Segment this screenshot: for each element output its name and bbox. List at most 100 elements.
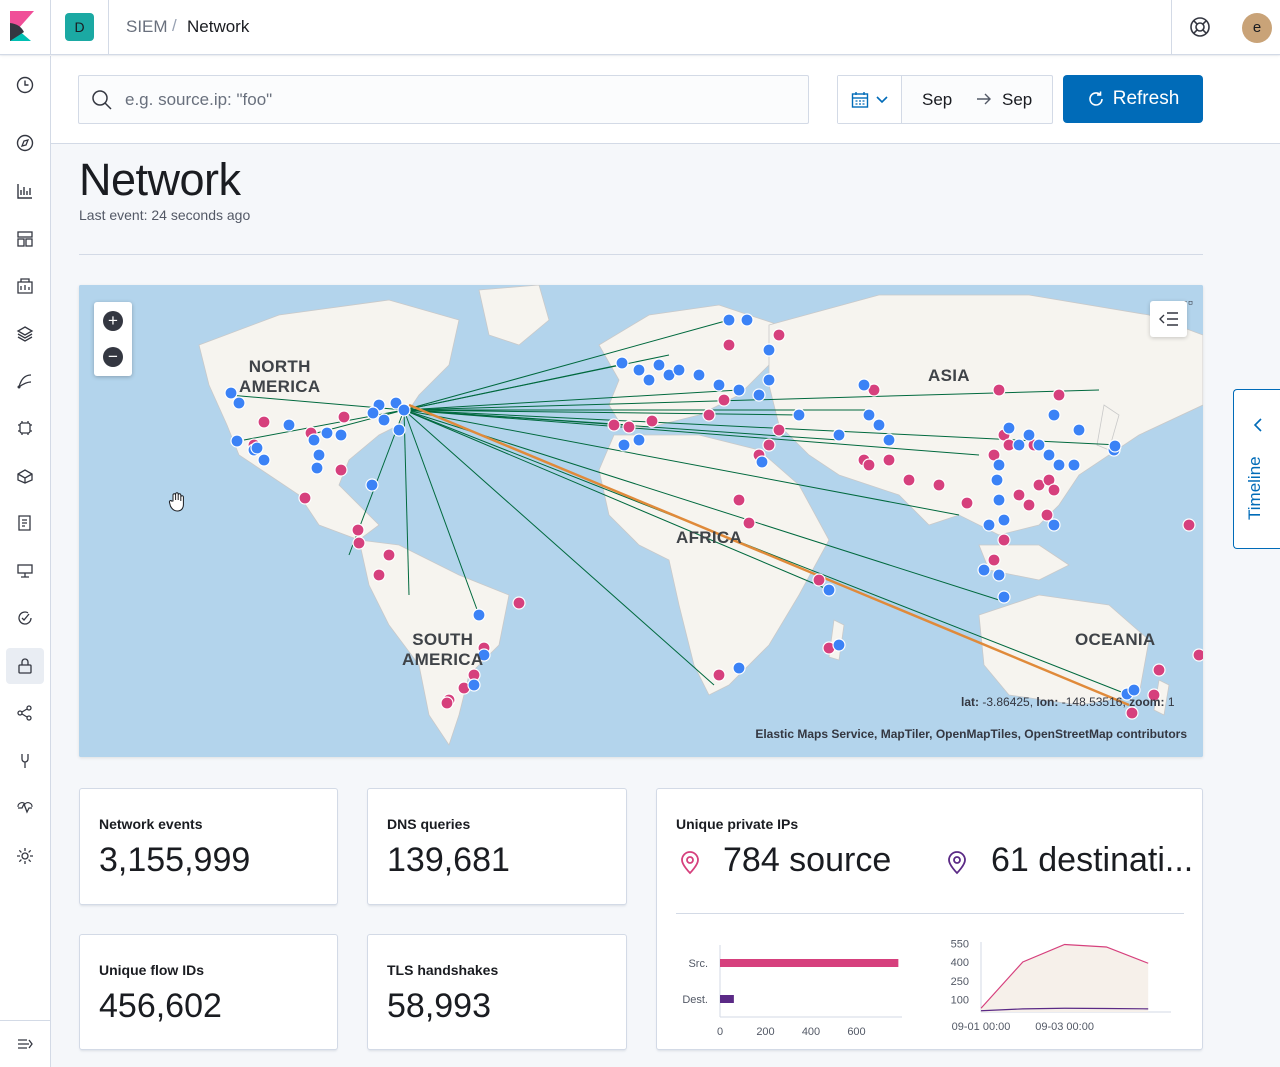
dev-tools-icon[interactable] (6, 743, 44, 779)
recently-viewed-clock-icon[interactable] (6, 67, 44, 103)
apm-icon[interactable] (6, 505, 44, 541)
source-point (812, 573, 826, 587)
divider (1171, 0, 1172, 55)
destination-point (752, 388, 766, 402)
breadcrumb-siem[interactable]: SIEM (126, 17, 168, 36)
search-input[interactable] (125, 76, 795, 123)
destination-point (320, 426, 334, 440)
destination-point (792, 408, 806, 422)
canvas-icon[interactable] (6, 268, 44, 304)
uptime-icon[interactable] (6, 553, 44, 589)
tls-handshakes-value: 58,993 (387, 987, 491, 1025)
breadcrumb-separator: / (172, 16, 177, 35)
destination-point (762, 343, 776, 357)
zoom-in-icon[interactable]: + (103, 311, 123, 331)
siem-lock-icon[interactable] (6, 648, 44, 684)
connection-line (403, 409, 715, 686)
destination-point (632, 433, 646, 447)
uptime-check-icon[interactable] (6, 600, 44, 636)
destination-point (312, 448, 326, 462)
map-attribution[interactable]: Elastic Maps Service, MapTiler, OpenMapT… (755, 727, 1187, 741)
collapse-menu-icon[interactable] (6, 1026, 44, 1062)
date-picker: Sep Sep (837, 75, 1053, 124)
timeline-label: Timeline (1245, 456, 1264, 520)
area-series-line (980, 943, 1149, 1009)
destination-point (310, 461, 324, 475)
dns-queries-panel: DNS queries 139,681 (367, 788, 627, 905)
zoom-out-icon[interactable]: − (103, 347, 123, 367)
destination-point (732, 383, 746, 397)
connection-line (403, 409, 630, 426)
destination-point (642, 373, 656, 387)
zoom-label: zoom: (1129, 695, 1165, 709)
source-ip-count: 784 source (723, 841, 892, 879)
source-point (987, 553, 1001, 567)
end-date[interactable]: Sep (1002, 90, 1033, 109)
destination-point (1127, 683, 1141, 697)
calendar-icon (851, 92, 869, 108)
layer-control-button[interactable] (1150, 301, 1187, 337)
breadcrumb-network: Network (187, 17, 250, 36)
refresh-button[interactable]: Refresh (1063, 75, 1203, 123)
destination-point (230, 434, 244, 448)
destination-point (397, 403, 411, 417)
source-point (992, 383, 1006, 397)
source-point (772, 328, 786, 342)
source-point (337, 410, 351, 424)
area-y-tick: 250 (951, 976, 969, 988)
connection-line (403, 409, 800, 416)
destination-point (857, 378, 871, 392)
destination-point (282, 418, 296, 432)
space-avatar[interactable]: D (65, 13, 94, 41)
search-field[interactable] (78, 75, 809, 124)
connection-line (403, 389, 740, 411)
start-date[interactable]: Sep (922, 90, 953, 109)
source-point (882, 453, 896, 467)
source-point (645, 414, 659, 428)
source-point (772, 423, 786, 437)
source-point (607, 418, 621, 432)
maps-layers-icon[interactable] (6, 316, 44, 352)
kibana-logo[interactable] (10, 11, 34, 41)
source-point (902, 473, 916, 487)
machine-learning-icon[interactable] (6, 363, 44, 399)
source-point (512, 596, 526, 610)
quick-select-button[interactable] (838, 76, 902, 123)
cursor-coordinates: lat: -3.86425, lon: -148.53516, zoom: 1 (961, 695, 1175, 709)
source-point (1052, 388, 1066, 402)
map-points[interactable] (224, 313, 1203, 720)
infrastructure-icon[interactable] (6, 410, 44, 446)
unique-flow-ids-panel: Unique flow IDs 456,602 (79, 934, 338, 1050)
graph-icon[interactable] (6, 695, 44, 731)
ip-bar-chart: Src. Dest. 0 200 400 600 (682, 945, 902, 1037)
connection-line (403, 409, 835, 593)
timeline-flyout-tab[interactable]: Timeline (1233, 389, 1280, 549)
help-lifebuoy-icon[interactable] (1189, 16, 1211, 38)
destination-point (617, 438, 631, 452)
visualize-chart-icon[interactable] (6, 173, 44, 209)
destination-point (652, 358, 666, 372)
source-point (702, 408, 716, 422)
network-map[interactable]: + − ▫▫▫ NORTH AMERICA SOUTH AMERICA ASIA… (79, 285, 1203, 757)
user-avatar[interactable]: e (1242, 13, 1272, 43)
logs-icon[interactable] (6, 458, 44, 494)
map-canvas[interactable] (79, 285, 1203, 757)
discover-compass-icon[interactable] (6, 125, 44, 161)
destination-point (467, 678, 481, 692)
connection-line (403, 409, 410, 596)
chevron-down-icon (876, 96, 888, 104)
management-gear-icon[interactable] (6, 838, 44, 874)
destination-point (1012, 438, 1026, 452)
destination-point (250, 441, 264, 455)
network-events-panel: Network events 3,155,999 (79, 788, 338, 905)
tls-handshakes-title: TLS handshakes (387, 962, 499, 978)
monitoring-heartbeat-icon[interactable] (6, 790, 44, 826)
destination-point (992, 568, 1006, 582)
lon-label: lon: (1036, 695, 1059, 709)
zoom-controls: + − (94, 302, 132, 376)
destination-ip-count: 61 destinati... (991, 841, 1194, 879)
destination-point (832, 428, 846, 442)
destination-point (997, 590, 1011, 604)
network-events-value: 3,155,999 (99, 841, 251, 879)
dashboard-icon[interactable] (6, 221, 44, 257)
